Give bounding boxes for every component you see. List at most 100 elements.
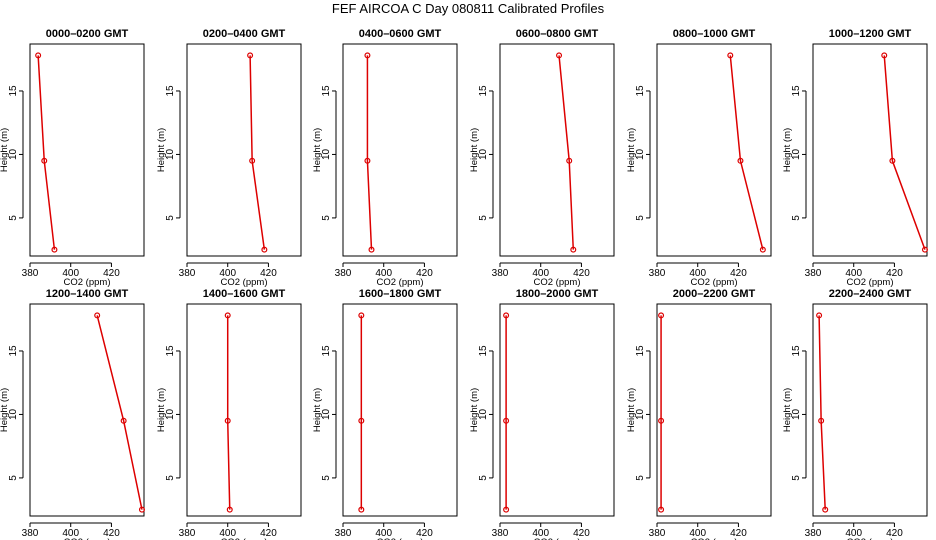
x-tick-label: 400 — [219, 528, 236, 539]
y-axis-label: Height (m) — [469, 388, 480, 432]
x-axis-label: CO2 (ppm) — [534, 277, 581, 288]
panel-title: 1800–2000 GMT — [516, 288, 599, 300]
y-tick-label: 5 — [165, 475, 176, 481]
profile-line — [818, 315, 826, 510]
x-axis-label: CO2 (ppm) — [847, 537, 894, 540]
profile-point — [364, 157, 371, 164]
profile-line — [366, 55, 373, 250]
x-tick-label: 420 — [416, 268, 433, 279]
profile-point — [503, 506, 510, 513]
x-tick-label: 380 — [179, 528, 196, 539]
profile-line — [558, 55, 575, 250]
x-tick-label: 400 — [532, 268, 549, 279]
x-tick-label: 400 — [845, 528, 862, 539]
plot-frame — [499, 303, 615, 517]
x-tick-label: 380 — [179, 268, 196, 279]
x-tick-label: 420 — [416, 528, 433, 539]
panel-title: 0000–0200 GMT — [46, 28, 129, 40]
plot-frame — [656, 43, 772, 257]
y-tick-label: 10 — [791, 148, 802, 160]
y-tick-label: 5 — [635, 475, 646, 481]
x-tick-label: 420 — [730, 528, 747, 539]
profile-point — [358, 417, 365, 424]
y-tick-label: 5 — [478, 215, 489, 221]
y-tick-label: 15 — [8, 345, 19, 357]
y-tick-label: 10 — [478, 408, 489, 420]
profile-point — [368, 246, 375, 253]
profile-point — [822, 506, 829, 513]
x-tick-label: 380 — [22, 528, 39, 539]
x-tick-label: 400 — [62, 268, 79, 279]
y-tick-label: 15 — [791, 85, 802, 97]
profile-point — [556, 52, 563, 59]
x-tick-label: 400 — [375, 528, 392, 539]
y-tick-label: 10 — [321, 148, 332, 160]
profile-point — [224, 417, 231, 424]
x-tick-label: 380 — [805, 528, 822, 539]
y-tick-label: 5 — [635, 215, 646, 221]
profile-point — [94, 312, 101, 319]
y-tick-label: 5 — [321, 215, 332, 221]
profile-line — [883, 55, 926, 250]
figure-title: FEF AIRCOA C Day 080811 Calibrated Profi… — [332, 1, 605, 16]
x-tick-label: 400 — [689, 528, 706, 539]
x-tick-label: 380 — [649, 268, 666, 279]
x-tick-label: 380 — [492, 268, 509, 279]
profile-line — [729, 55, 764, 250]
y-axis-label: Height (m) — [0, 388, 10, 432]
profile-point — [658, 417, 665, 424]
plot-frame — [186, 303, 302, 517]
x-tick-label: 400 — [62, 528, 79, 539]
y-axis-label: Height (m) — [626, 128, 637, 172]
profile-line — [96, 315, 143, 510]
y-tick-label: 10 — [8, 408, 19, 420]
y-axis-label: Height (m) — [156, 128, 167, 172]
profile-point — [138, 506, 145, 513]
y-tick-label: 15 — [321, 345, 332, 357]
y-axis-label: Height (m) — [469, 128, 480, 172]
y-axis-label: Height (m) — [312, 128, 323, 172]
x-tick-label: 380 — [492, 528, 509, 539]
x-axis-label: CO2 (ppm) — [221, 277, 268, 288]
profile-point — [658, 506, 665, 513]
x-tick-label: 380 — [335, 528, 352, 539]
x-axis-label: CO2 (ppm) — [64, 277, 111, 288]
x-tick-label: 420 — [103, 268, 120, 279]
y-axis-label: Height (m) — [156, 388, 167, 432]
profile-point — [364, 52, 371, 59]
profile-point — [889, 157, 896, 164]
panel-title: 0200–0400 GMT — [203, 28, 286, 40]
y-tick-label: 15 — [165, 345, 176, 357]
x-tick-label: 380 — [335, 268, 352, 279]
panel-title: 2000–2200 GMT — [673, 288, 756, 300]
y-axis-label: Height (m) — [626, 388, 637, 432]
panel-title: 0600–0800 GMT — [516, 28, 599, 40]
profile-point — [358, 506, 365, 513]
x-tick-label: 400 — [845, 268, 862, 279]
profile-point — [816, 312, 823, 319]
x-tick-label: 420 — [886, 528, 903, 539]
x-axis-label: CO2 (ppm) — [534, 537, 581, 540]
y-axis-label: Height (m) — [782, 388, 793, 432]
panel-title: 2200–2400 GMT — [829, 288, 912, 300]
panel-title: 0800–1000 GMT — [673, 28, 756, 40]
panel-title: 1600–1800 GMT — [359, 288, 442, 300]
y-tick-label: 10 — [165, 408, 176, 420]
x-tick-label: 420 — [103, 528, 120, 539]
profile-point — [658, 312, 665, 319]
y-tick-label: 15 — [321, 85, 332, 97]
profile-point — [570, 246, 577, 253]
x-tick-label: 400 — [375, 268, 392, 279]
x-tick-label: 420 — [573, 528, 590, 539]
plot-frame — [499, 43, 615, 257]
y-tick-label: 15 — [478, 85, 489, 97]
